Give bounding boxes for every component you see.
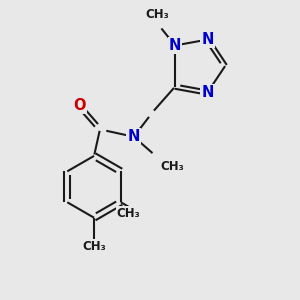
Text: CH₃: CH₃ bbox=[116, 207, 140, 220]
Text: CH₃: CH₃ bbox=[146, 8, 169, 21]
Text: N: N bbox=[201, 32, 214, 47]
Text: N: N bbox=[201, 85, 214, 100]
Text: N: N bbox=[169, 38, 181, 53]
Text: O: O bbox=[73, 98, 86, 113]
Text: CH₃: CH₃ bbox=[82, 240, 106, 253]
Text: CH₃: CH₃ bbox=[160, 160, 184, 173]
Text: N: N bbox=[128, 129, 140, 144]
